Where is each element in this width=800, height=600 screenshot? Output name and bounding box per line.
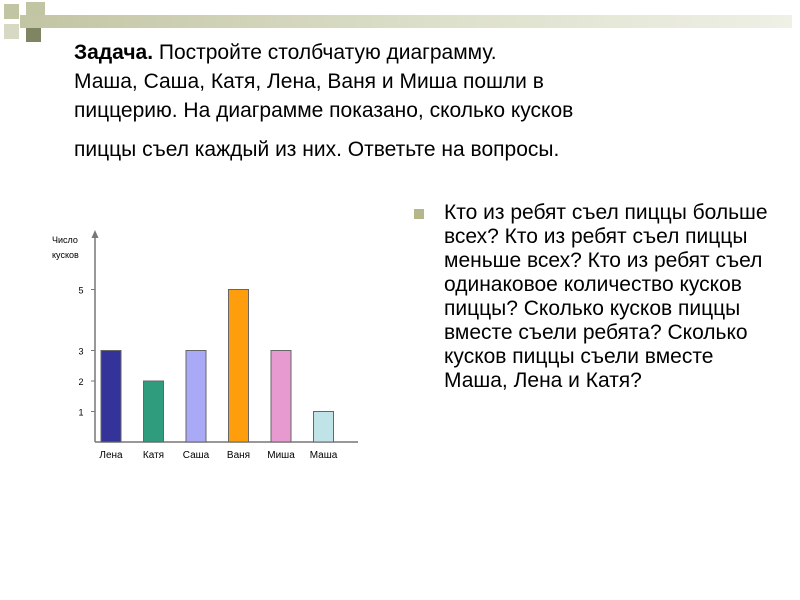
x-tick-label: Миша [267,450,295,461]
x-tick-label: Ваня [227,450,250,461]
bar-5 [270,350,292,443]
deco-square-1 [4,4,19,19]
y-tick-label: 3 [78,347,83,357]
deco-square-3 [4,24,19,39]
question-text: Кто из ребят съел пиццы больше всех? Кто… [444,201,768,392]
chart-axes [91,230,358,443]
y-axis-arrow [91,230,99,238]
y-tick-label: 2 [78,377,83,387]
header-bar [20,15,792,28]
task-line-2: Маша, Саша, Катя, Лена, Ваня и Миша пошл… [74,70,544,93]
x-tick-label: Саша [183,450,210,461]
y-axis-label-line1: Число [52,235,78,245]
bar-3 [185,350,207,443]
task-line-4: пиццы съел каждый из них. Ответьте на во… [74,138,560,161]
chart-bars [100,289,334,443]
bar-2 [143,380,164,443]
task-line-3: пиццерию. На диаграмме показано, сколько… [74,99,574,122]
bullet-icon [414,209,424,219]
y-tick-label: 5 [78,286,83,296]
bar-6 [313,411,334,443]
task-line-1: Постройте столбчатую диаграмму. [153,41,497,64]
x-tick-label: Лена [99,450,123,461]
y-tick-label: 1 [78,408,83,418]
pizza-bar-chart: Лена Катя Саша Ваня Миша Маша 1 2 3 5 Число куск… [52,230,358,461]
x-tick-label: Катя [143,450,164,461]
task-lead: Задача. [74,41,154,64]
task-text: Задача. Постройте столбчатую диаграмму. … [74,38,764,164]
chart-y-labels: 1 2 3 5 [78,286,83,418]
bar-1 [100,350,122,443]
chart-x-labels: Лена Катя Саша Ваня Миша Маша [99,450,337,461]
bar-4 [228,289,249,443]
y-axis-label-line2: кусков [52,250,79,260]
deco-square-4 [26,27,41,42]
x-tick-label: Маша [310,450,338,461]
